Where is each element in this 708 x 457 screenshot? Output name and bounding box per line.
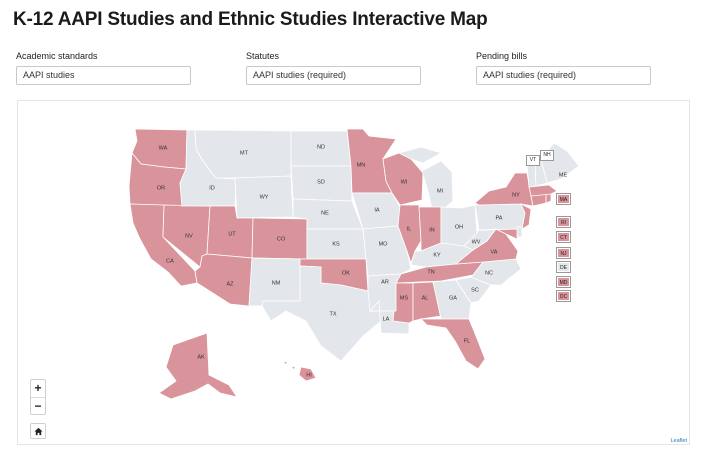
state-hi[interactable] [282, 360, 317, 382]
state-sd[interactable] [290, 165, 353, 202]
state-md[interactable] [478, 228, 523, 240]
leaflet-attribution-link[interactable]: Leaflet [670, 438, 687, 444]
side-box-de[interactable]: DE [556, 261, 571, 273]
state-fl[interactable] [420, 318, 486, 370]
side-box-nj[interactable]: NJ [556, 247, 571, 259]
state-label-box-vt: VT [526, 155, 540, 166]
state-mi[interactable] [397, 146, 454, 211]
state-de[interactable] [516, 226, 523, 238]
state-pa[interactable] [474, 203, 526, 231]
zoom-in-button[interactable]: + [34, 381, 42, 395]
state-nm[interactable] [248, 257, 301, 307]
state-ri[interactable] [545, 193, 552, 204]
state-nd[interactable] [290, 130, 352, 167]
us-states-map[interactable]: WAORCANVIDMTWYUTAZCONMNDSDNEKSOKTXMNIAMO… [18, 101, 691, 446]
side-box-ri[interactable]: RI [556, 216, 571, 228]
pending-bills-select[interactable]: AAPI studies (required) [476, 66, 651, 85]
zoom-out-button[interactable]: − [31, 397, 45, 414]
side-box-ct[interactable]: CT [556, 231, 571, 243]
state-tx[interactable] [261, 265, 382, 362]
state-ak[interactable] [158, 332, 238, 400]
academic-standards-select[interactable]: AAPI studies [16, 66, 191, 85]
side-box-md[interactable]: MD [556, 276, 571, 288]
state-nj[interactable] [520, 203, 532, 230]
state-ma[interactable] [528, 184, 558, 197]
filter-label-academic-standards: Academic standards [16, 51, 98, 61]
state-ks[interactable] [306, 228, 367, 260]
state-vt[interactable] [526, 163, 537, 188]
state-ny[interactable] [474, 172, 534, 207]
state-sc[interactable] [455, 276, 492, 304]
state-wy[interactable] [234, 175, 294, 219]
state-label-box-nh: NH [540, 150, 554, 161]
filter-label-pending-bills: Pending bills [476, 51, 528, 61]
side-box-ma[interactable]: MA [556, 193, 571, 205]
zoom-control: + − [30, 379, 46, 415]
side-box-dc[interactable]: DC [556, 290, 571, 302]
map-panel[interactable]: WA OR CA NV ID MT WY UT AZ CO NM ND SD NE KS OK TX MN IA MO… [17, 100, 690, 445]
filter-label-statutes: Statutes [246, 51, 280, 61]
state-co[interactable] [251, 217, 308, 260]
state-az[interactable] [194, 253, 253, 307]
filter-pending-bills: Pending bills AAPI studies (required) [476, 50, 651, 85]
state-ga[interactable] [432, 279, 472, 320]
home-button[interactable] [30, 423, 46, 439]
statutes-select[interactable]: AAPI studies (required) [246, 66, 421, 85]
filter-statutes: Statutes AAPI studies (required) [246, 50, 421, 85]
page-title: K-12 AAPI Studies and Ethnic Studies Int… [13, 9, 488, 30]
state-me[interactable] [540, 142, 580, 184]
filter-academic-standards: Academic standards AAPI studies [16, 50, 191, 85]
state-ms[interactable] [392, 282, 414, 324]
home-icon [33, 427, 43, 435]
state-al[interactable] [412, 281, 442, 322]
